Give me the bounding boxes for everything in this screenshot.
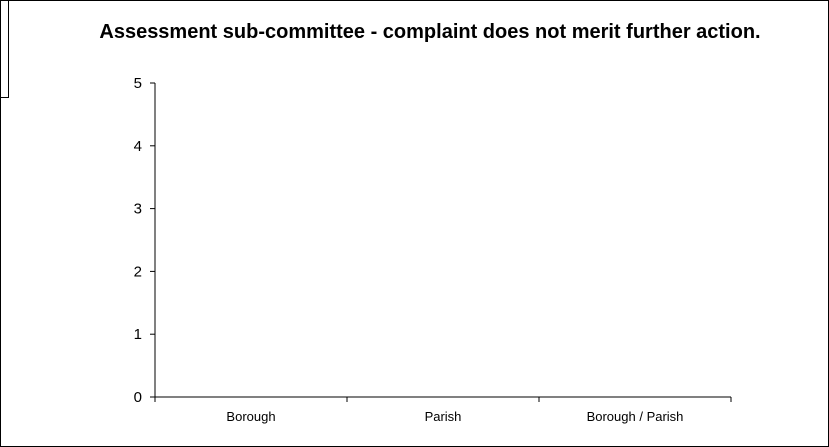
corner-border-mark [1,1,9,98]
chart-title: Assessment sub-committee - complaint doe… [99,21,761,43]
y-tick-label: 4 [134,138,142,155]
y-tick-label: 2 [134,263,142,280]
x-category-label: Borough / Parish [587,409,684,424]
y-tick-label: 1 [134,326,142,343]
y-tick-label: 3 [134,201,142,218]
y-tick-label: 0 [134,389,142,406]
x-category-label: Parish [425,409,462,424]
y-tick-label: 5 [134,75,142,92]
x-category-label: Borough [226,409,275,424]
